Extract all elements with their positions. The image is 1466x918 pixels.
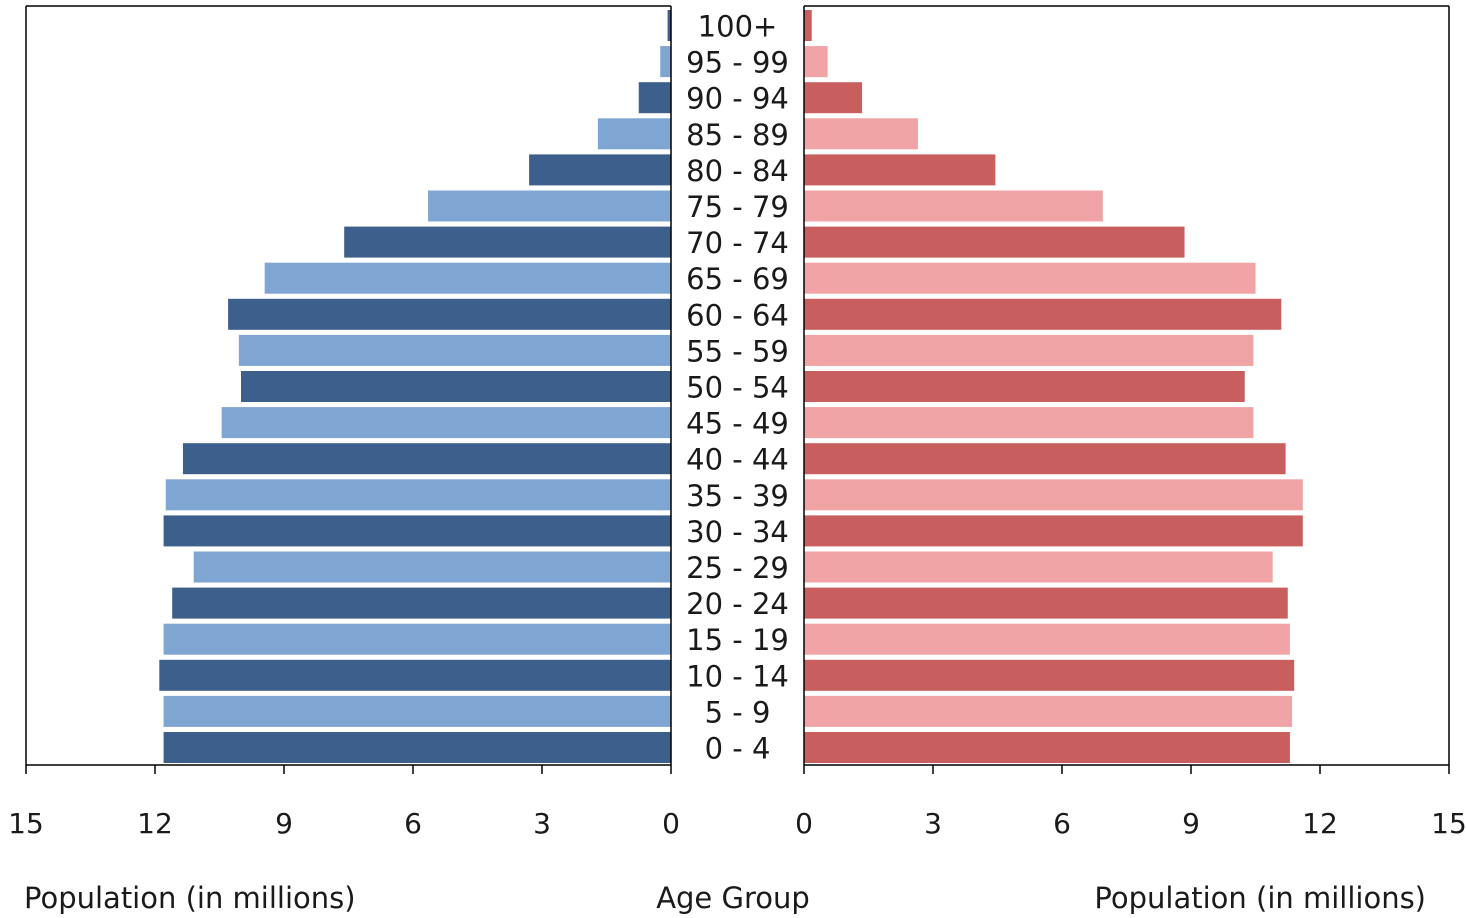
left-tick-label-9: 9 <box>275 807 293 840</box>
right-bar-25-29 <box>804 551 1273 583</box>
left-plot-frame <box>25 5 672 766</box>
left-bar-55-59 <box>238 334 671 366</box>
age-label-80-84: 80 - 84 <box>686 154 789 188</box>
right-bar-50-54 <box>804 371 1245 402</box>
right-bar-65-69 <box>804 262 1256 294</box>
right-bar-45-49 <box>804 407 1254 439</box>
center-axis-title: Age Group <box>656 881 810 915</box>
left-tick-label-3: 3 <box>533 807 551 840</box>
right-tick-label-6: 6 <box>1053 807 1071 840</box>
right-bar-70-74 <box>804 226 1185 258</box>
age-label-95-99: 95 - 99 <box>686 46 789 80</box>
left-bar-40-44 <box>182 443 671 475</box>
age-label-55-59: 55 - 59 <box>686 334 789 368</box>
left-bar-45-49 <box>221 407 671 439</box>
left-tick-label-12: 12 <box>137 807 173 840</box>
age-label-30-34: 30 - 34 <box>686 515 789 549</box>
left-bar-100plus <box>667 10 671 41</box>
age-label-0-4: 0 - 4 <box>705 732 771 766</box>
right-bar-100plus <box>804 10 812 41</box>
left-bar-15-19 <box>163 623 671 655</box>
right-x-axis-title: Population (in millions) <box>1094 881 1426 915</box>
left-bar-60-64 <box>228 298 671 330</box>
right-plot-frame <box>803 5 1450 766</box>
left-bar-80-84 <box>529 154 671 186</box>
age-label-45-49: 45 - 49 <box>686 407 789 441</box>
age-label-25-29: 25 - 29 <box>686 551 789 585</box>
age-label-75-79: 75 - 79 <box>686 190 789 224</box>
right-bar-95-99 <box>804 46 828 78</box>
left-bar-10-14 <box>159 659 672 691</box>
age-label-35-39: 35 - 39 <box>686 479 789 513</box>
left-bar-25-29 <box>193 551 671 583</box>
age-label-100plus: 100+ <box>698 10 778 44</box>
left-x-ticks: 0 3 6 9 12 15 <box>8 765 680 840</box>
right-tick-label-9: 9 <box>1182 807 1200 840</box>
right-tick-label-0: 0 <box>795 807 813 840</box>
age-label-60-64: 60 - 64 <box>686 298 789 332</box>
age-label-40-44: 40 - 44 <box>686 443 789 477</box>
left-bar-85-89 <box>597 118 671 150</box>
left-bar-65-69 <box>264 262 671 294</box>
right-bar-5-9 <box>804 695 1293 727</box>
right-bar-0-4 <box>804 732 1290 763</box>
right-bar-55-59 <box>804 334 1254 366</box>
age-label-20-24: 20 - 24 <box>686 587 789 621</box>
left-tick-label-15: 15 <box>8 807 44 840</box>
left-bar-70-74 <box>344 226 671 258</box>
age-label-90-94: 90 - 94 <box>686 82 789 116</box>
right-x-ticks: 0 3 6 9 12 15 <box>795 765 1466 840</box>
age-label-65-69: 65 - 69 <box>686 262 789 296</box>
left-x-axis-title: Population (in millions) <box>24 881 356 915</box>
left-bar-95-99 <box>660 46 671 78</box>
age-label-50-54: 50 - 54 <box>686 371 789 405</box>
right-bar-35-39 <box>804 479 1303 511</box>
left-bar-5-9 <box>163 695 671 727</box>
right-bar-80-84 <box>804 154 996 186</box>
age-label-70-74: 70 - 74 <box>686 226 789 260</box>
right-bar-40-44 <box>804 443 1286 475</box>
age-label-15-19: 15 - 19 <box>686 623 789 657</box>
left-bar-50-54 <box>241 371 671 402</box>
right-bar-10-14 <box>804 659 1295 691</box>
right-tick-label-15: 15 <box>1431 807 1466 840</box>
left-bar-75-79 <box>428 190 671 222</box>
right-bar-75-79 <box>804 190 1103 222</box>
right-bars-group <box>804 10 1303 763</box>
age-label-5-9: 5 - 9 <box>705 695 771 729</box>
right-bar-60-64 <box>804 298 1282 330</box>
right-tick-label-12: 12 <box>1302 807 1338 840</box>
right-bar-20-24 <box>804 587 1288 619</box>
left-bar-30-34 <box>163 515 671 547</box>
left-bars-group <box>159 10 672 763</box>
left-bar-35-39 <box>165 479 671 511</box>
left-bar-90-94 <box>638 82 671 114</box>
right-bar-85-89 <box>804 118 918 150</box>
left-tick-label-6: 6 <box>404 807 422 840</box>
left-bar-20-24 <box>172 587 671 619</box>
age-label-85-89: 85 - 89 <box>686 118 789 152</box>
right-bar-90-94 <box>804 82 863 114</box>
right-tick-label-3: 3 <box>924 807 942 840</box>
right-bar-15-19 <box>804 623 1290 655</box>
right-bar-30-34 <box>804 515 1303 547</box>
left-bar-0-4 <box>163 732 671 763</box>
age-label-10-14: 10 - 14 <box>686 659 789 693</box>
left-tick-label-0: 0 <box>662 807 680 840</box>
